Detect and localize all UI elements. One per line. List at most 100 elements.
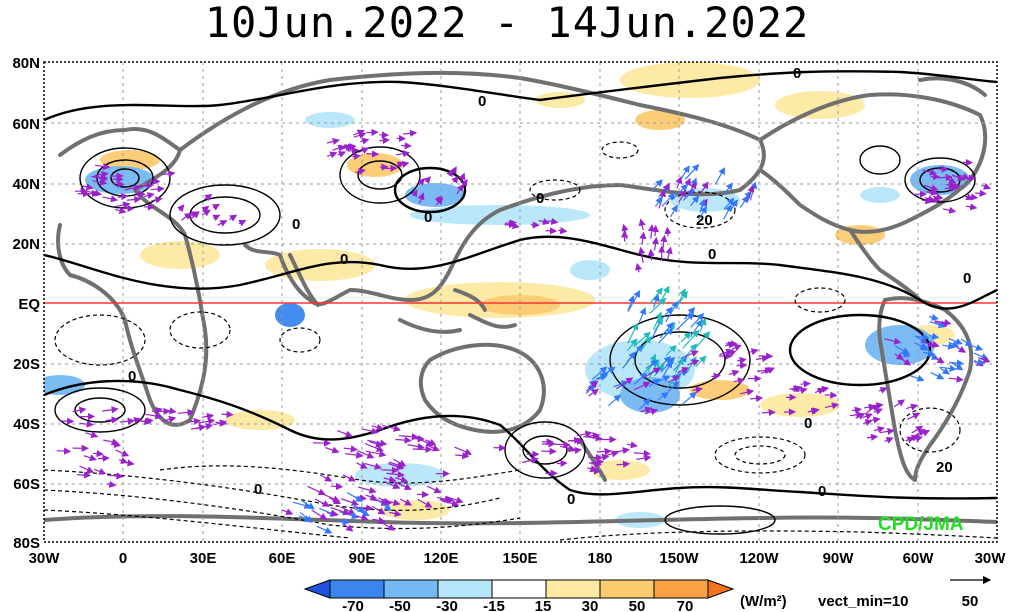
flux-vector	[553, 441, 571, 449]
flux-vector	[955, 345, 967, 353]
colorbar-cell	[437, 579, 493, 599]
flux-vector	[638, 218, 646, 231]
flux-vector	[651, 236, 660, 251]
flux-vector	[652, 311, 662, 330]
lon-label: 90E	[349, 550, 376, 567]
flux-vector	[557, 226, 568, 235]
flux-vector	[336, 517, 351, 526]
flux-vector	[201, 205, 210, 214]
flux-vector	[692, 386, 703, 394]
flux-vector	[960, 173, 970, 180]
flux-vector	[697, 205, 708, 220]
flux-vector	[342, 474, 356, 482]
flux-vector	[675, 312, 695, 331]
colorbar-cell	[653, 579, 709, 599]
flux-vector	[187, 417, 202, 425]
flux-vector	[901, 358, 912, 366]
flux-vector	[340, 498, 359, 506]
colorbar-cell	[545, 579, 601, 599]
contour-label: 0	[424, 209, 432, 226]
flux-vector	[177, 408, 195, 417]
contour-label: 0	[292, 216, 300, 233]
lat-label: EQ	[18, 296, 40, 313]
flux-vector	[626, 441, 638, 449]
flux-vector	[124, 459, 135, 467]
lat-label: 80S	[13, 535, 40, 552]
flux-vector	[567, 436, 582, 445]
flux-vector	[56, 447, 72, 455]
flux-vector	[930, 372, 945, 380]
flux-vector	[608, 394, 622, 407]
credit-label: CPD/JMA	[878, 514, 964, 535]
flux-vector	[353, 131, 367, 139]
flux-vector	[916, 429, 931, 437]
flux-vector	[627, 289, 641, 312]
lon-label: 30W	[29, 550, 61, 567]
flux-vector	[678, 189, 687, 203]
lon-label: 180	[587, 550, 612, 567]
flux-vector	[238, 219, 247, 227]
flux-vector	[909, 374, 925, 382]
flux-vector	[110, 440, 122, 449]
lat-label: 20S	[13, 356, 40, 373]
flux-vector	[640, 335, 652, 352]
flux-vector	[343, 445, 358, 453]
flux-vector	[929, 321, 946, 329]
flux-vector	[365, 493, 378, 501]
flux-vector	[79, 420, 94, 428]
flux-vector	[115, 449, 130, 457]
flux-vector	[357, 450, 375, 459]
flux-vector	[326, 138, 340, 146]
lon-label: 30E	[190, 550, 217, 567]
flux-vector	[150, 185, 165, 193]
flux-vector	[346, 143, 357, 151]
flux-vector	[379, 136, 390, 145]
contour-label: 0	[478, 93, 486, 110]
flux-vector	[198, 417, 216, 425]
flux-vector	[633, 372, 648, 386]
flux-vector	[700, 181, 709, 194]
flux-vector	[638, 246, 646, 263]
flux-vector	[714, 167, 726, 185]
flux-vector	[364, 442, 384, 452]
flux-vector	[213, 419, 228, 427]
flux-vector	[358, 486, 377, 494]
flux-vector	[59, 417, 75, 425]
flux-vector	[311, 509, 328, 520]
lat-lon-grid	[44, 62, 997, 542]
colorbar-tick: 70	[677, 598, 694, 612]
flux-vector	[139, 417, 152, 426]
flux-vector	[97, 454, 110, 462]
flux-vector	[894, 352, 904, 360]
flux-vector	[177, 204, 185, 213]
flux-vector	[648, 378, 661, 387]
flux-vector	[314, 498, 330, 507]
flux-vector	[371, 505, 386, 515]
flux-vector	[417, 192, 425, 204]
flux-vector	[934, 356, 945, 364]
contour-label: 0	[708, 246, 716, 263]
flux-vector	[914, 342, 928, 350]
flux-vector	[907, 413, 921, 420]
lon-label: 60E	[269, 550, 296, 567]
flux-vector	[726, 350, 737, 357]
flux-vector	[682, 329, 700, 349]
flux-vector	[611, 447, 630, 455]
wave-flux-vectors	[56, 128, 992, 534]
flux-vector	[824, 391, 838, 399]
flux-vector	[161, 415, 177, 423]
flux-vector	[114, 207, 127, 215]
flux-vector	[345, 451, 364, 459]
flux-vector	[633, 449, 651, 458]
flux-vector	[864, 403, 876, 411]
flux-vector	[372, 516, 386, 524]
flux-vector	[217, 220, 228, 227]
contours-negative	[44, 141, 997, 541]
flux-vector	[382, 424, 401, 432]
flux-vector	[879, 427, 895, 435]
flux-vector	[426, 485, 442, 494]
flux-vector	[93, 468, 107, 475]
flux-vector	[674, 357, 684, 374]
lat-label: 80N	[12, 55, 40, 72]
lon-label: 90W	[823, 550, 855, 567]
